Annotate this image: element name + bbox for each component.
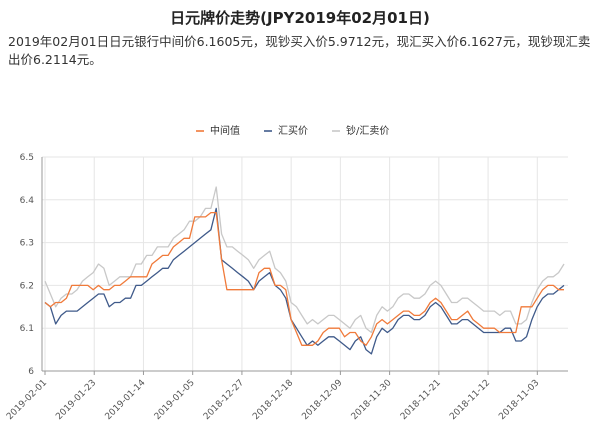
y-tick-label: 6.4	[20, 196, 35, 206]
series-line-0	[44, 211, 564, 346]
legend-label: 钞/汇卖价	[346, 124, 389, 137]
y-tick-label: 6.5	[20, 153, 34, 163]
x-tick-label: 2019-01-05	[153, 378, 197, 422]
x-tick-label: 2018-12-18	[251, 378, 295, 422]
y-tick-label: 6.2	[20, 281, 34, 291]
series-line-2	[44, 186, 565, 334]
series-line-1	[44, 207, 565, 355]
rate-description: 2019年02月01日日元银行中间价6.1605元，现钞买入价5.9712元，现…	[8, 34, 591, 67]
y-tick-label: 6	[28, 367, 34, 377]
x-tick-label: 2018-11-03	[497, 378, 541, 422]
legend-label: 中间值	[210, 124, 240, 137]
y-tick-label: 6.3	[20, 239, 34, 249]
x-tick-label: 2019-01-14	[104, 378, 148, 422]
page-title: 日元牌价走势(JPY2019年02月01日)	[170, 9, 430, 27]
x-tick-label: 2019-01-23	[54, 378, 98, 422]
x-tick-label: 2018-11-30	[350, 378, 394, 422]
x-tick-label: 2018-12-09	[300, 378, 344, 422]
x-tick-label: 2019-02-01	[5, 378, 49, 422]
x-tick-label: 2018-12-27	[202, 378, 246, 422]
x-tick-label: 2018-11-12	[448, 378, 492, 422]
legend-label: 汇买价	[278, 124, 308, 137]
x-tick-label: 2018-11-21	[399, 378, 443, 422]
y-tick-label: 6.1	[20, 324, 34, 334]
